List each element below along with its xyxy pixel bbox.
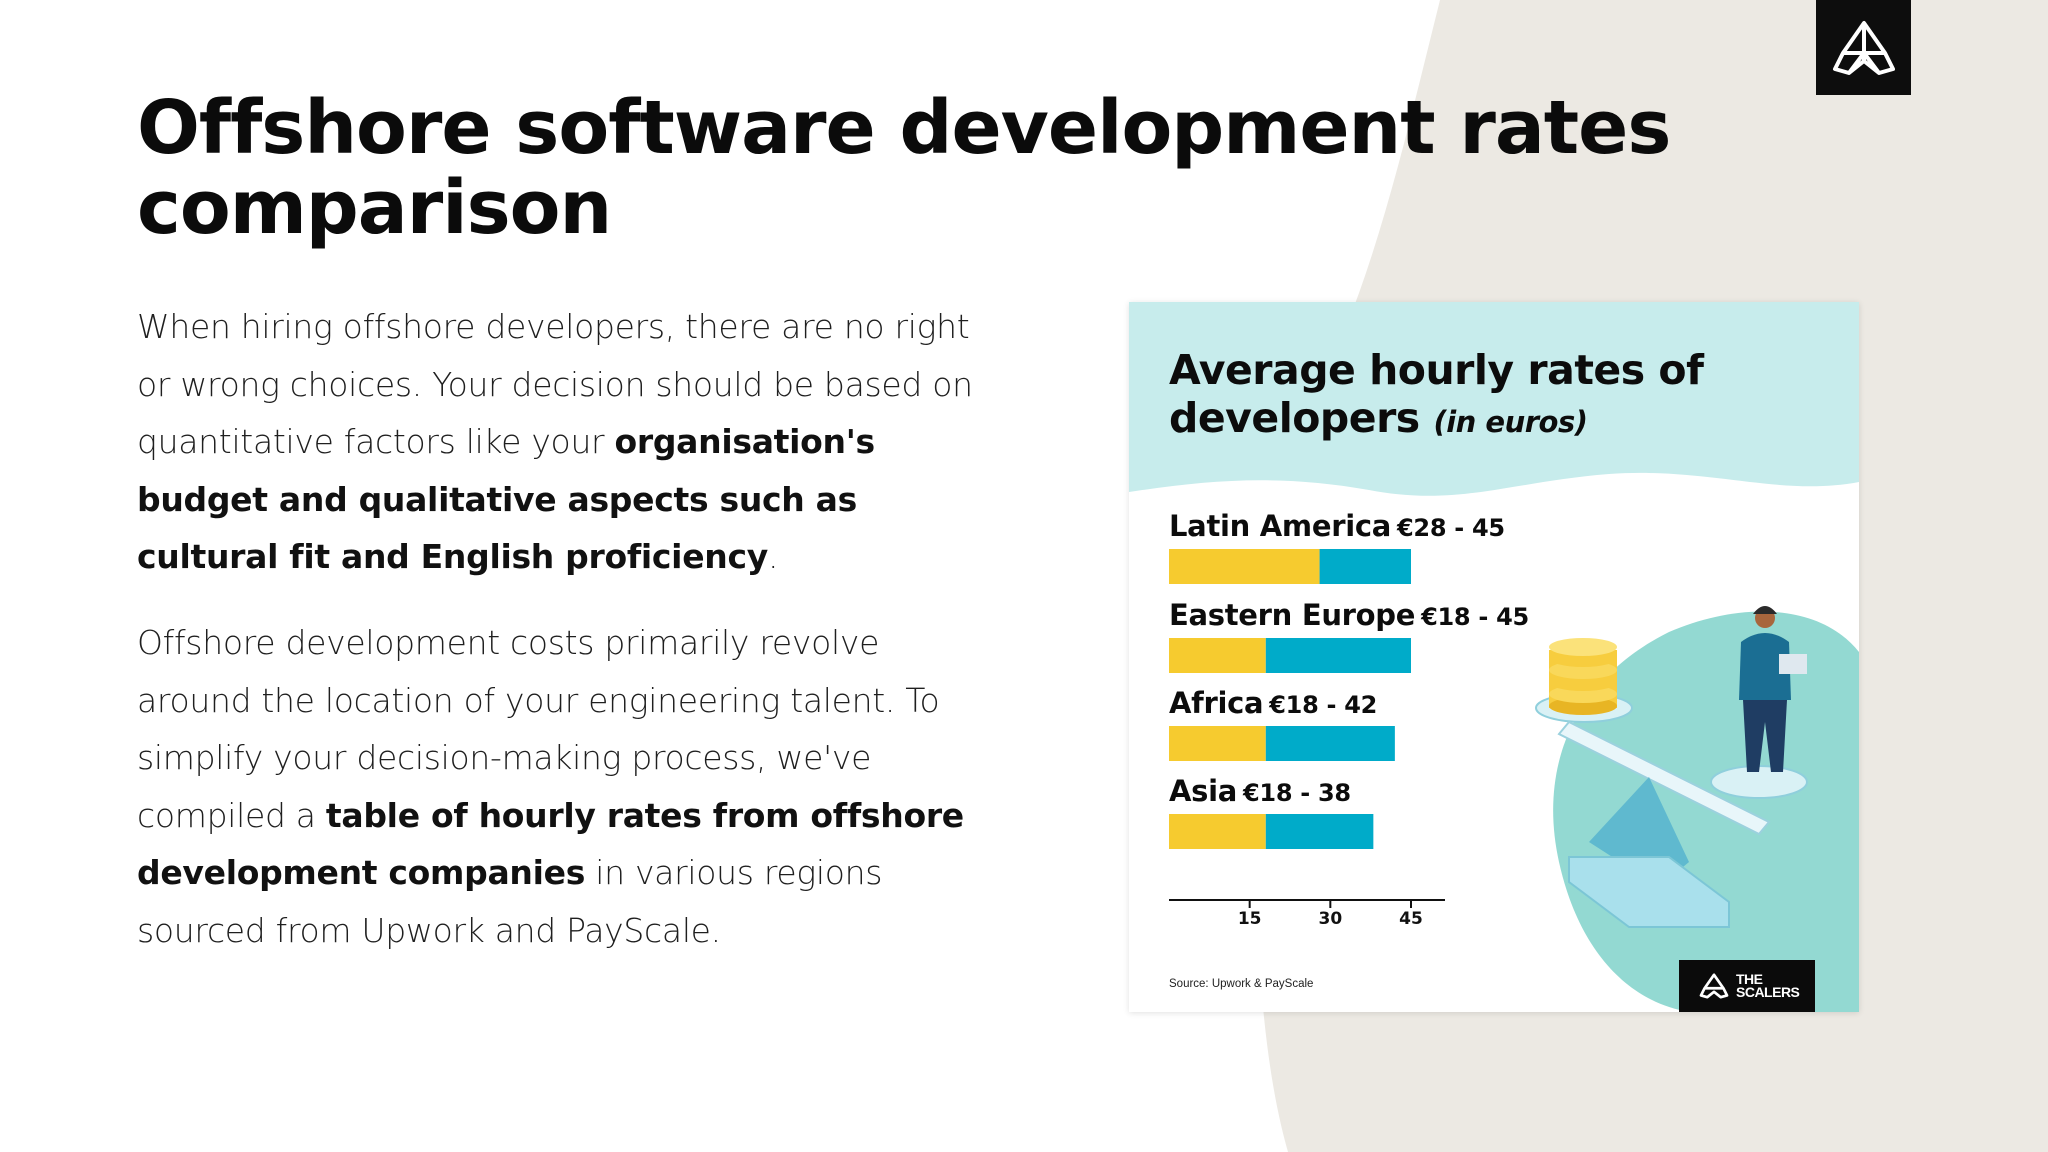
intro-paragraph: When hiring offshore developers, there a… bbox=[137, 298, 987, 586]
developer-illustration bbox=[1739, 606, 1807, 772]
region-name: Latin America bbox=[1169, 509, 1392, 543]
header-background bbox=[1129, 302, 1859, 496]
page-title: Offshore software development rates comp… bbox=[137, 85, 1671, 251]
costs-end-text: in various regions sourced from Upwork a… bbox=[137, 853, 883, 950]
brand-line-2: SCALERS bbox=[1736, 984, 1800, 1000]
costs-paragraph: Offshore development costs primarily rev… bbox=[137, 614, 987, 959]
region-name: Africa bbox=[1169, 686, 1264, 720]
x-tick-label: 30 bbox=[1318, 909, 1342, 929]
rate-label: Eastern Europe €18 - 45 bbox=[1169, 598, 1529, 632]
rate-range: €18 - 45 bbox=[1421, 603, 1529, 631]
rate-label: Latin America €28 - 45 bbox=[1169, 509, 1505, 543]
bar-range-segment bbox=[1265, 726, 1395, 761]
intro-end-text: . bbox=[767, 537, 779, 576]
seesaw-illustration bbox=[1557, 720, 1808, 928]
brand-badge: THE SCALERS bbox=[1679, 960, 1815, 1012]
infographic-canvas: 15 30 45 bbox=[1129, 302, 1859, 1012]
brand-diamond-icon bbox=[1699, 973, 1729, 999]
costs-text: Offshore development costs primarily rev… bbox=[137, 623, 940, 835]
chart-title: Average hourly rates of developers (in e… bbox=[1169, 346, 1729, 446]
x-tick-label: 15 bbox=[1238, 909, 1262, 929]
bar-min-segment bbox=[1169, 726, 1266, 761]
brand-logo[interactable] bbox=[1816, 0, 1911, 95]
diamond-icon bbox=[1832, 20, 1895, 75]
rate-label: Asia €18 - 38 bbox=[1169, 774, 1351, 808]
rate-range: €28 - 45 bbox=[1397, 514, 1505, 542]
bar-range-segment bbox=[1265, 814, 1374, 849]
rate-label: Africa €18 - 42 bbox=[1169, 686, 1377, 720]
rates-infographic: 15 30 45 Average hourly rates of developer… bbox=[1129, 302, 1859, 1012]
coin-stack-illustration bbox=[1535, 638, 1633, 723]
chart-title-text: Average hourly rates of developers bbox=[1169, 346, 1704, 442]
source-note: Source: Upwork & PayScale bbox=[1169, 978, 1314, 990]
chart-subtitle: (in euros) bbox=[1433, 405, 1588, 439]
intro-text: When hiring offshore developers, there a… bbox=[137, 307, 973, 461]
bar-min-segment bbox=[1169, 549, 1320, 584]
rate-range: €18 - 42 bbox=[1269, 691, 1378, 719]
bar-min-segment bbox=[1169, 638, 1266, 673]
brand-line-1: THE bbox=[1736, 971, 1763, 987]
rate-range: €18 - 38 bbox=[1243, 779, 1351, 807]
bar-range-segment bbox=[1265, 638, 1411, 673]
region-name: Eastern Europe bbox=[1169, 598, 1416, 632]
x-tick-label: 45 bbox=[1399, 909, 1423, 929]
brand-name: THE SCALERS bbox=[1736, 971, 1800, 1000]
bar-min-segment bbox=[1169, 814, 1266, 849]
bar-range-segment bbox=[1319, 549, 1411, 584]
intro-bold-text: organisation's budget and qualitative as… bbox=[137, 422, 875, 576]
region-name: Asia bbox=[1169, 774, 1238, 808]
costs-bold-text: table of hourly rates from offshore deve… bbox=[137, 795, 964, 893]
